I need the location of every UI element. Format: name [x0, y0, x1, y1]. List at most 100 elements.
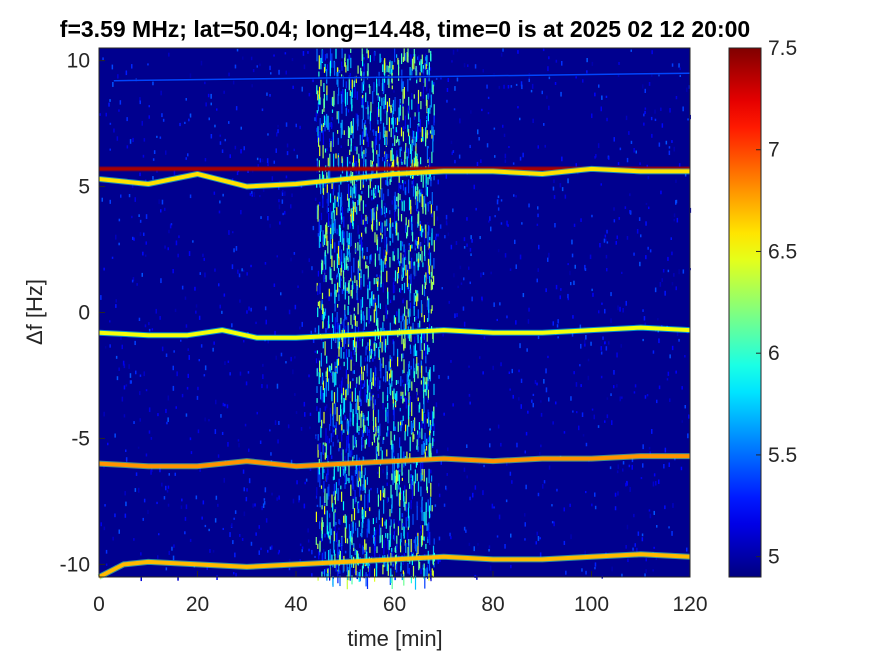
noise-speck — [450, 536, 452, 540]
noise-band-speck — [372, 296, 374, 307]
noise-band-speck — [387, 426, 389, 435]
noise-band-speck — [354, 319, 356, 333]
noise-band-speck — [404, 306, 406, 317]
noise-speck — [305, 478, 308, 482]
noise-speck — [372, 535, 374, 538]
noise-speck — [294, 304, 297, 310]
noise-speck — [264, 487, 267, 493]
noise-band-speck — [402, 394, 404, 403]
noise-band-speck — [400, 391, 402, 397]
noise-band-speck — [334, 195, 336, 200]
noise-band-speck — [372, 395, 374, 409]
noise-band-speck — [393, 445, 395, 458]
noise-speck — [493, 302, 495, 307]
noise-band-speck — [378, 466, 380, 479]
noise-speck — [543, 480, 546, 484]
noise-band-speck — [409, 144, 412, 154]
noise-speck — [663, 464, 665, 469]
noise-band-speck — [402, 570, 404, 575]
noise-speck — [466, 217, 468, 221]
noise-speck — [148, 328, 151, 332]
noise-speck — [241, 538, 244, 541]
noise-band-speck — [417, 125, 419, 139]
noise-speck — [372, 358, 374, 362]
noise-band-speck — [332, 202, 335, 213]
noise-speck — [109, 99, 111, 102]
noise-band-speck — [372, 518, 374, 525]
noise-band-speck — [361, 338, 364, 347]
noise-speck — [567, 178, 569, 184]
noise-speck — [629, 487, 631, 492]
noise-speck — [463, 63, 466, 68]
noise-speck — [597, 425, 600, 428]
noise-band-speck — [409, 483, 411, 489]
noise-band-speck — [426, 130, 428, 139]
noise-band-speck — [338, 448, 340, 452]
noise-band-speck — [324, 181, 326, 187]
noise-band-speck — [399, 492, 401, 507]
noise-speck — [668, 146, 671, 149]
noise-band-speck — [389, 178, 391, 185]
noise-speck — [315, 435, 317, 440]
noise-band-speck — [386, 497, 388, 503]
noise-band-speck — [348, 465, 350, 476]
noise-band-speck — [340, 485, 342, 490]
noise-speck — [228, 72, 230, 77]
noise-band-speck — [375, 423, 377, 436]
noise-band-speck — [396, 222, 398, 236]
noise-speck — [548, 56, 550, 60]
noise-speck — [622, 308, 624, 313]
noise-speck — [338, 69, 341, 73]
noise-speck — [639, 261, 641, 267]
noise-band-speck — [350, 91, 352, 105]
noise-speck — [664, 447, 667, 453]
noise-speck — [466, 444, 468, 448]
noise-band-speck — [323, 83, 325, 93]
noise-band-speck — [401, 161, 403, 165]
noise-band-speck — [354, 83, 356, 97]
noise-speck — [510, 85, 513, 88]
noise-speck — [536, 531, 538, 536]
noise-speck — [285, 361, 287, 364]
noise-band-speck — [405, 217, 407, 226]
noise-speck — [667, 269, 670, 273]
noise-band-speck — [316, 85, 318, 95]
noise-speck — [134, 197, 136, 202]
noise-speck — [517, 50, 519, 54]
noise-speck — [242, 469, 245, 474]
noise-band-speck — [403, 572, 405, 586]
noise-band-speck — [332, 426, 334, 438]
noise-band-speck — [392, 396, 394, 404]
noise-band-speck — [339, 227, 341, 243]
noise-speck — [162, 118, 165, 122]
noise-speck — [261, 505, 263, 511]
noise-speck — [629, 210, 631, 214]
noise-speck — [372, 129, 374, 133]
noise-band-speck — [427, 389, 429, 400]
noise-speck — [508, 371, 511, 375]
plot-background — [99, 48, 690, 577]
noise-speck — [105, 112, 107, 117]
noise-band-speck — [423, 563, 425, 571]
noise-speck — [185, 504, 188, 510]
noise-band-speck — [319, 300, 321, 309]
noise-band-speck — [338, 346, 340, 357]
noise-speck — [504, 544, 506, 549]
noise-speck — [534, 380, 537, 385]
noise-band-speck — [428, 308, 430, 321]
noise-band-speck — [343, 277, 345, 290]
noise-band-speck — [433, 383, 435, 396]
noise-speck — [294, 393, 296, 396]
noise-band-speck — [340, 395, 343, 400]
noise-speck — [113, 128, 115, 133]
noise-band-speck — [371, 291, 373, 298]
noise-band-speck — [384, 202, 386, 213]
noise-speck — [204, 417, 206, 422]
noise-speck — [542, 48, 545, 52]
noise-speck — [543, 379, 545, 384]
noise-band-speck — [364, 389, 366, 403]
noise-speck — [417, 244, 420, 249]
noise-band-speck — [401, 53, 403, 65]
noise-speck — [531, 399, 533, 403]
